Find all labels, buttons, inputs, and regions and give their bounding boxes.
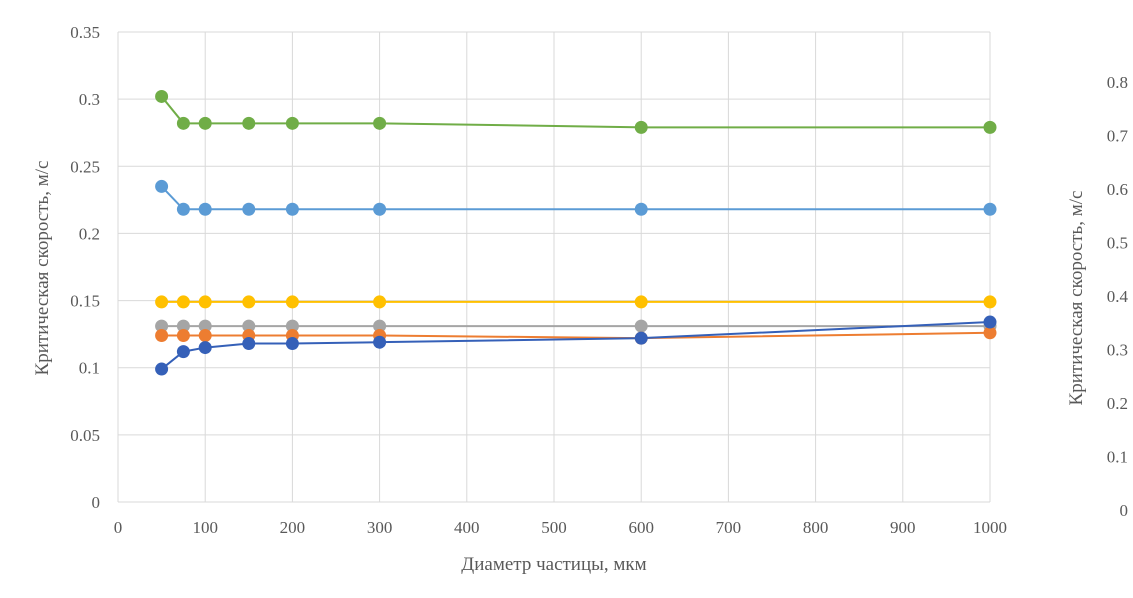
data-point bbox=[373, 202, 387, 216]
data-point bbox=[285, 337, 299, 351]
x-tick-label: 0 bbox=[114, 518, 123, 537]
data-point bbox=[155, 319, 169, 333]
y-axis-ticks: 0 0.05 0.1 0.15 0.2 0.25 0.3 0.35 bbox=[70, 23, 100, 512]
series-group bbox=[155, 89, 997, 376]
data-point bbox=[634, 331, 648, 345]
series-6 bbox=[155, 315, 997, 376]
x-tick-label: 600 bbox=[628, 518, 654, 537]
x-tick-label: 200 bbox=[280, 518, 306, 537]
series-3 bbox=[155, 295, 997, 309]
series-line bbox=[160, 185, 990, 211]
data-point bbox=[155, 362, 169, 376]
data-point bbox=[983, 295, 997, 309]
data-point bbox=[285, 116, 299, 130]
data-point bbox=[242, 116, 256, 130]
x-tick-label: 300 bbox=[367, 518, 393, 537]
data-point bbox=[634, 120, 648, 134]
data-point bbox=[242, 295, 256, 309]
y2-tick-label: 0.1 bbox=[1107, 448, 1128, 467]
data-point bbox=[198, 319, 212, 333]
data-point bbox=[242, 337, 256, 351]
y2-tick-label: 0 bbox=[1120, 501, 1129, 520]
data-point bbox=[242, 319, 256, 333]
x-tick-label: 400 bbox=[454, 518, 480, 537]
data-point bbox=[176, 295, 190, 309]
data-point bbox=[176, 319, 190, 333]
series-1 bbox=[155, 89, 997, 134]
data-point bbox=[373, 295, 387, 309]
data-point bbox=[285, 319, 299, 333]
data-point bbox=[373, 319, 387, 333]
data-point bbox=[983, 315, 997, 329]
x-axis-ticks: 0 100 200 300 400 500 600 700 800 900 1000 bbox=[114, 518, 1007, 537]
x-tick-label: 1000 bbox=[973, 518, 1007, 537]
data-point bbox=[176, 345, 190, 359]
y-tick-label: 0.2 bbox=[79, 224, 100, 243]
data-point bbox=[634, 295, 648, 309]
data-point bbox=[983, 202, 997, 216]
data-point bbox=[155, 89, 169, 103]
data-point bbox=[198, 202, 212, 216]
y2-tick-label: 0.7 bbox=[1107, 127, 1129, 146]
data-point bbox=[285, 202, 299, 216]
series-4 bbox=[155, 319, 997, 333]
data-point bbox=[198, 341, 212, 355]
y-tick-label: 0 bbox=[92, 493, 101, 512]
data-point bbox=[285, 295, 299, 309]
data-point bbox=[176, 328, 190, 342]
series-line bbox=[160, 321, 991, 370]
x-tick-label: 800 bbox=[803, 518, 829, 537]
y-tick-label: 0.3 bbox=[79, 90, 100, 109]
data-point bbox=[176, 116, 190, 130]
data-point bbox=[176, 202, 190, 216]
y2-tick-label: 0.2 bbox=[1107, 394, 1128, 413]
y2-tick-label: 0.8 bbox=[1107, 73, 1128, 92]
gridlines bbox=[117, 31, 991, 503]
data-point bbox=[983, 120, 997, 134]
data-point bbox=[198, 328, 212, 342]
data-point bbox=[373, 335, 387, 349]
series-2 bbox=[155, 179, 997, 216]
y2-tick-label: 0.3 bbox=[1107, 341, 1128, 360]
x-tick-label: 900 bbox=[890, 518, 916, 537]
y-tick-label: 0.1 bbox=[79, 359, 100, 378]
y2-tick-label: 0.6 bbox=[1107, 180, 1128, 199]
y-tick-label: 0.15 bbox=[70, 292, 100, 311]
y2-tick-label: 0.4 bbox=[1107, 287, 1129, 306]
y-axis-label: Критическая скорость, м/с bbox=[32, 161, 53, 376]
x-tick-label: 500 bbox=[541, 518, 567, 537]
x-tick-label: 700 bbox=[716, 518, 742, 537]
data-point bbox=[155, 179, 169, 193]
series-line bbox=[161, 331, 991, 340]
y2-tick-label: 0.5 bbox=[1107, 234, 1128, 253]
y2-axis-ticks: 0 0.1 0.2 0.3 0.4 0.5 0.6 0.7 0.8 bbox=[1107, 73, 1129, 520]
y-tick-label: 0.35 bbox=[70, 23, 100, 42]
y-tick-label: 0.05 bbox=[70, 426, 100, 445]
x-tick-label: 100 bbox=[192, 518, 218, 537]
data-point bbox=[634, 319, 648, 333]
data-point bbox=[983, 326, 997, 340]
data-point bbox=[634, 202, 648, 216]
data-point bbox=[373, 116, 387, 130]
data-point bbox=[155, 295, 169, 309]
series-line bbox=[160, 95, 990, 129]
data-point bbox=[198, 295, 212, 309]
y2-axis-label: Критическая скорость, м/с bbox=[1066, 191, 1087, 406]
x-axis-label: Диаметр частицы, мкм bbox=[461, 554, 646, 575]
data-point bbox=[155, 328, 169, 342]
series-5 bbox=[155, 326, 997, 345]
data-point bbox=[242, 202, 256, 216]
data-point bbox=[198, 116, 212, 130]
y-tick-label: 0.25 bbox=[70, 157, 100, 176]
